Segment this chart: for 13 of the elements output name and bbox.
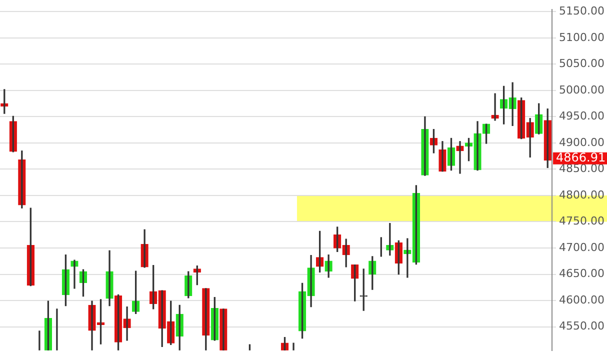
- y-tick-label: 5100.00: [559, 30, 604, 44]
- y-tick-label: 4650.00: [559, 267, 604, 280]
- y-tick-label: 5000.00: [559, 83, 604, 96]
- y-tick-label: 4850.00: [559, 162, 604, 176]
- y-tick-label: 4900.00: [559, 136, 604, 149]
- y-tick-label: 5150.00: [559, 4, 604, 18]
- y-tick-label: 4700.00: [559, 240, 604, 254]
- y-tick-label: 5050.00: [559, 57, 604, 70]
- candlestick: [360, 268, 368, 311]
- text: 4866.91: [556, 150, 606, 164]
- y-tick-label: 4950.00: [559, 110, 604, 123]
- y-tick-label: 4550.00: [559, 320, 604, 333]
- y-tick-label: 4600.00: [559, 293, 604, 306]
